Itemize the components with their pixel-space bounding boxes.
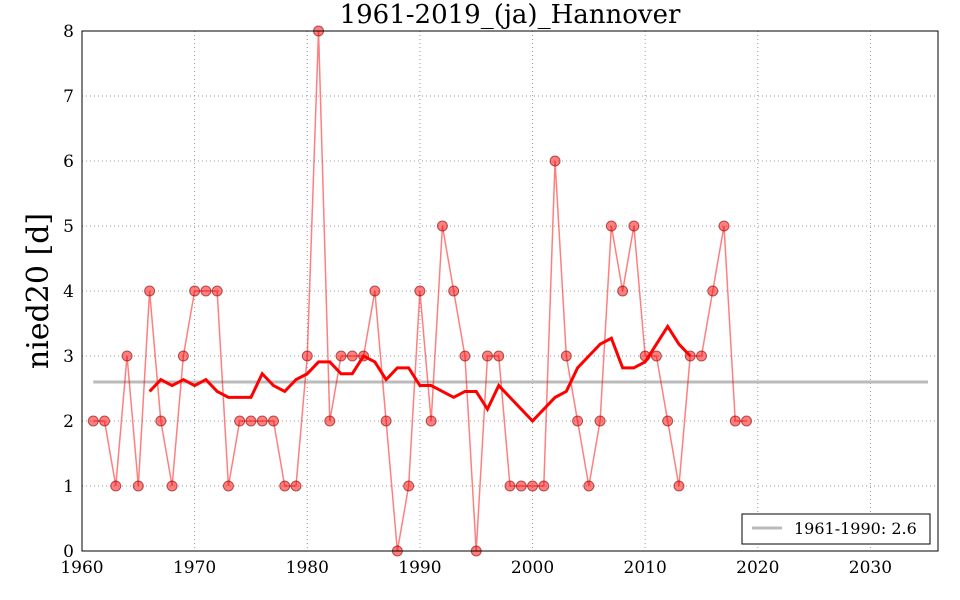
y-tick-label: 0 bbox=[63, 542, 74, 562]
data-point bbox=[605, 220, 617, 232]
data-point bbox=[222, 480, 234, 492]
data-points bbox=[87, 25, 753, 557]
data-point bbox=[245, 415, 257, 427]
data-point bbox=[448, 285, 460, 297]
data-point bbox=[335, 350, 347, 362]
chart-title: 1961-2019_(ja)_Hannover bbox=[340, 0, 681, 30]
data-point bbox=[290, 480, 302, 492]
axis-ticks: 1960 1970 1980 1990 2000 2010 2020 2030 0 1 2 3 4 5 6 7… bbox=[60, 22, 892, 578]
data-point bbox=[560, 350, 572, 362]
data-point bbox=[144, 285, 156, 297]
legend: 1961-1990: 2.6 bbox=[741, 513, 931, 545]
x-tick-label: 2000 bbox=[511, 558, 554, 578]
data-point bbox=[256, 415, 268, 427]
y-tick-label: 8 bbox=[63, 22, 74, 42]
data-point bbox=[425, 415, 437, 427]
data-point bbox=[301, 350, 313, 362]
data-point bbox=[189, 285, 201, 297]
data-point bbox=[617, 285, 629, 297]
data-point bbox=[267, 415, 279, 427]
data-point bbox=[628, 220, 640, 232]
data-point bbox=[594, 415, 606, 427]
data-point bbox=[515, 480, 527, 492]
data-point bbox=[741, 415, 753, 427]
data-point bbox=[369, 285, 381, 297]
data-point bbox=[549, 155, 561, 167]
data-point bbox=[718, 220, 730, 232]
data-point bbox=[403, 480, 415, 492]
y-tick-label: 5 bbox=[63, 217, 74, 237]
x-tick-label: 1960 bbox=[60, 558, 103, 578]
data-point bbox=[673, 480, 685, 492]
data-point bbox=[572, 415, 584, 427]
y-axis-label: nied20 [d] bbox=[21, 213, 56, 369]
data-point bbox=[414, 285, 426, 297]
data-point bbox=[110, 480, 122, 492]
data-point bbox=[279, 480, 291, 492]
x-tick-label: 1970 bbox=[173, 558, 216, 578]
x-tick-label: 2030 bbox=[849, 558, 892, 578]
data-point bbox=[200, 285, 212, 297]
y-tick-label: 3 bbox=[63, 347, 74, 367]
x-tick-label: 2010 bbox=[624, 558, 667, 578]
data-point bbox=[87, 415, 99, 427]
data-point bbox=[99, 415, 111, 427]
data-point bbox=[380, 415, 392, 427]
data-point bbox=[234, 415, 246, 427]
x-tick-label: 1980 bbox=[286, 558, 329, 578]
data-point bbox=[662, 415, 674, 427]
data-point bbox=[538, 480, 550, 492]
data-point bbox=[583, 480, 595, 492]
data-point bbox=[177, 350, 189, 362]
x-tick-label: 2020 bbox=[736, 558, 779, 578]
data-point bbox=[527, 480, 539, 492]
data-point bbox=[166, 480, 178, 492]
data-point bbox=[121, 350, 133, 362]
x-tick-label: 1990 bbox=[398, 558, 441, 578]
data-point bbox=[211, 285, 223, 297]
data-point bbox=[695, 350, 707, 362]
y-tick-label: 2 bbox=[63, 412, 74, 432]
data-point bbox=[459, 350, 471, 362]
y-tick-label: 4 bbox=[63, 282, 74, 302]
y-tick-label: 7 bbox=[63, 87, 74, 107]
data-point bbox=[493, 350, 505, 362]
data-point bbox=[729, 415, 741, 427]
data-point bbox=[436, 220, 448, 232]
y-tick-label: 6 bbox=[63, 152, 74, 172]
data-point bbox=[504, 480, 516, 492]
y-tick-label: 1 bbox=[63, 477, 74, 497]
data-point bbox=[481, 350, 493, 362]
data-point bbox=[707, 285, 719, 297]
data-point bbox=[132, 480, 144, 492]
running-mean-line bbox=[148, 323, 692, 424]
legend-label: 1961-1990: 2.6 bbox=[794, 519, 917, 538]
plot-frame bbox=[81, 30, 939, 552]
data-point bbox=[155, 415, 167, 427]
data-point bbox=[650, 350, 662, 362]
data-point bbox=[346, 350, 358, 362]
data-point bbox=[324, 415, 336, 427]
